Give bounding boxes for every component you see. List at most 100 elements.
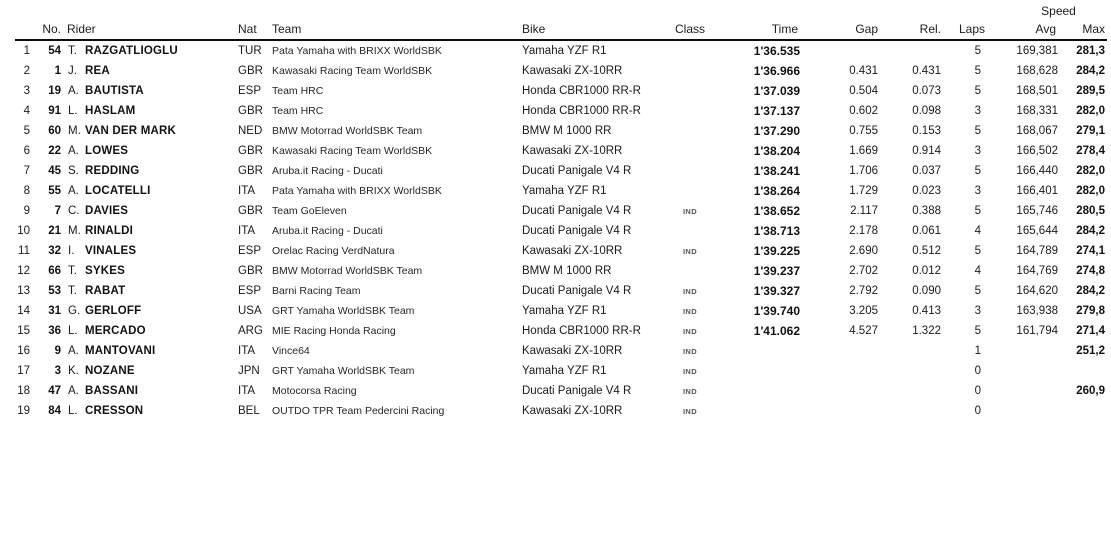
cell-gap: 1.729 bbox=[849, 185, 878, 197]
cell-nat: ITA bbox=[238, 185, 256, 197]
cell-pos: 11 bbox=[18, 245, 30, 257]
cell-time: 1'37.137 bbox=[753, 104, 800, 118]
cell-time: 1'38.713 bbox=[753, 224, 800, 238]
cell-name: RABAT bbox=[85, 285, 126, 297]
cell-bike: Yamaha YZF R1 bbox=[522, 365, 607, 377]
cell-initial: A. bbox=[68, 385, 79, 397]
cell-initial: I. bbox=[68, 245, 75, 257]
cell-gap: 0.602 bbox=[849, 105, 878, 117]
cell-class: IND bbox=[682, 246, 698, 256]
cell-gap: 0.504 bbox=[849, 85, 878, 97]
cell-pos: 12 bbox=[17, 265, 30, 277]
cell-time: 1'41.062 bbox=[753, 324, 800, 338]
cell-pos: 18 bbox=[17, 385, 30, 397]
cell-class bbox=[668, 40, 712, 61]
cell-max: 284,2 bbox=[1076, 65, 1106, 77]
cell-laps: 3 bbox=[974, 185, 981, 197]
cell-no: 84 bbox=[48, 405, 61, 417]
cell-class: IND bbox=[682, 306, 698, 316]
header-laps: Laps bbox=[943, 18, 985, 41]
speed-group-row: Speed bbox=[15, 2, 1107, 18]
cell-rel bbox=[880, 401, 943, 421]
cell-avg: 166,440 bbox=[1016, 165, 1058, 177]
table-row: 10 21 M. RINALDI ITA Aruba.it Racing - Ducati… bbox=[15, 221, 1107, 241]
cell-avg bbox=[985, 401, 1060, 421]
cell-team: Pata Yamaha with BRIXX WorldSBK bbox=[272, 185, 442, 197]
cell-time: 1'37.039 bbox=[753, 84, 800, 98]
cell-no: 54 bbox=[48, 45, 61, 57]
cell-nat: ESP bbox=[238, 245, 262, 257]
cell-class bbox=[668, 81, 712, 101]
table-row: 8 55 A. LOCATELLI ITA Pata Yamaha with BRIXX … bbox=[15, 181, 1107, 201]
cell-gap bbox=[802, 401, 880, 421]
table-row: 11 32 I. VINALES ESP Orelac Racing VerdNatura… bbox=[15, 241, 1107, 261]
cell-pos: 10 bbox=[17, 225, 30, 237]
cell-laps: 3 bbox=[974, 105, 981, 117]
cell-name: CRESSON bbox=[85, 405, 144, 417]
cell-nat: ITA bbox=[238, 225, 256, 237]
cell-laps: 1 bbox=[974, 345, 981, 357]
cell-avg: 164,789 bbox=[1016, 245, 1058, 257]
cell-bike: Kawasaki ZX-10RR bbox=[522, 65, 623, 77]
cell-time: 1'38.264 bbox=[753, 184, 800, 198]
cell-pos: 19 bbox=[17, 405, 30, 417]
cell-bike: Ducati Panigale V4 R bbox=[522, 205, 632, 217]
cell-initial: T. bbox=[68, 265, 77, 277]
table-row: 6 22 A. LOWES GBR Kawasaki Racing Team WorldS… bbox=[15, 141, 1107, 161]
cell-time: 1'39.740 bbox=[753, 304, 800, 318]
cell-gap: 2.117 bbox=[850, 205, 878, 217]
header-gap: Gap bbox=[802, 18, 880, 41]
cell-laps: 5 bbox=[974, 205, 981, 217]
cell-no: 31 bbox=[48, 305, 61, 317]
cell-avg: 166,502 bbox=[1016, 145, 1058, 157]
cell-max: 274,1 bbox=[1076, 245, 1106, 257]
table-row: 5 60 M. VAN DER MARK NED BMW Motorrad WorldSB… bbox=[15, 121, 1107, 141]
header-class: Class bbox=[668, 18, 712, 41]
cell-initial: K. bbox=[68, 365, 79, 377]
header-speed-group: Speed bbox=[1041, 4, 1076, 18]
cell-time: 1'38.241 bbox=[753, 164, 800, 178]
cell-bike: Honda CBR1000 RR-R bbox=[522, 325, 641, 337]
cell-nat: ESP bbox=[238, 85, 262, 97]
cell-bike: Yamaha YZF R1 bbox=[522, 45, 607, 57]
cell-pos: 16 bbox=[17, 345, 30, 357]
cell-rel: 0.037 bbox=[912, 165, 941, 177]
cell-laps: 0 bbox=[974, 365, 981, 377]
cell-nat: ITA bbox=[238, 345, 256, 357]
cell-name: MANTOVANI bbox=[85, 345, 156, 357]
cell-name: NOZANE bbox=[85, 365, 135, 377]
cell-max: 271,4 bbox=[1076, 325, 1106, 337]
cell-team: Kawasaki Racing Team WorldSBK bbox=[272, 65, 433, 77]
cell-max: 284,2 bbox=[1076, 225, 1106, 237]
cell-class: IND bbox=[682, 206, 698, 216]
cell-initial: A. bbox=[68, 145, 79, 157]
cell-class bbox=[668, 221, 712, 241]
cell-avg: 161,794 bbox=[1016, 325, 1058, 337]
cell-team: Barni Racing Team bbox=[272, 285, 361, 297]
header-avg: Avg bbox=[985, 18, 1060, 41]
cell-rel: 1.322 bbox=[912, 325, 941, 337]
cell-name: LOWES bbox=[85, 145, 129, 157]
cell-initial: J. bbox=[68, 65, 77, 77]
cell-max: 274,8 bbox=[1076, 265, 1106, 277]
cell-no: 9 bbox=[54, 345, 61, 357]
cell-gap bbox=[802, 381, 880, 401]
cell-nat: GBR bbox=[238, 205, 263, 217]
header-rider: Rider bbox=[63, 18, 238, 41]
cell-avg: 168,501 bbox=[1016, 85, 1058, 97]
cell-gap: 2.792 bbox=[849, 285, 878, 297]
header-max: Max bbox=[1060, 18, 1108, 41]
cell-pos: 4 bbox=[23, 105, 30, 117]
cell-no: 45 bbox=[48, 165, 61, 177]
cell-avg: 169,381 bbox=[1016, 45, 1058, 57]
cell-max: 280,5 bbox=[1076, 205, 1106, 217]
cell-bike: Ducati Panigale V4 R bbox=[522, 385, 632, 397]
cell-name: BASSANI bbox=[85, 385, 139, 397]
header-time: Time bbox=[712, 18, 802, 41]
cell-time: 1'38.652 bbox=[753, 204, 800, 218]
cell-name: SYKES bbox=[85, 265, 125, 277]
cell-no: 22 bbox=[48, 145, 61, 157]
cell-time: 1'36.535 bbox=[753, 44, 800, 58]
cell-nat: GBR bbox=[238, 165, 263, 177]
cell-team: Team GoEleven bbox=[272, 205, 347, 217]
